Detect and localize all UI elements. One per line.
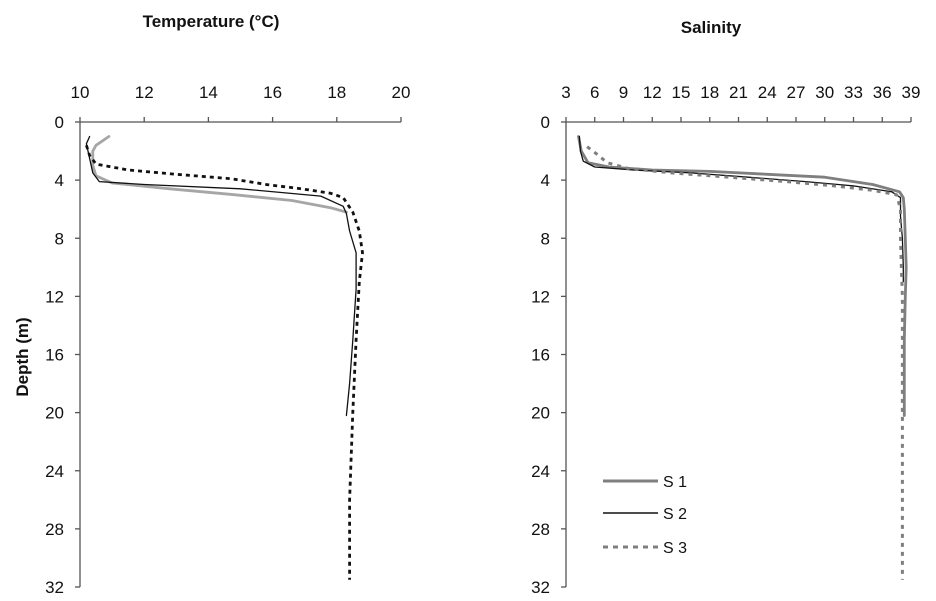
salinity-x-tick-label: 27	[787, 83, 806, 102]
temperature-x-ticks: 10 12 14 16 18 20	[71, 83, 411, 122]
salinity-x-tick-label: 6	[590, 83, 599, 102]
temperature-x-tick-label: 20	[392, 83, 411, 102]
legend-entry-s1: S 1	[603, 474, 687, 491]
temperature-y-tick-label: 8	[55, 229, 64, 248]
salinity-x-tick-label: 9	[619, 83, 628, 102]
temperature-y-ticks: 0 4 8 12 16 20 24 28 32	[45, 113, 80, 597]
salinity-series-2-line	[579, 137, 903, 282]
temperature-x-tick-label: 12	[135, 83, 154, 102]
temperature-y-tick-label: 12	[45, 287, 64, 306]
salinity-y-tick-label: 20	[531, 404, 550, 423]
temperature-y-tick-label: 0	[55, 113, 64, 132]
legend-label-s3: S 3	[663, 540, 687, 557]
salinity-x-tick-label: 39	[902, 83, 921, 102]
salinity-x-tick-label: 21	[729, 83, 748, 102]
salinity-y-tick-label: 8	[541, 229, 550, 248]
salinity-y-tick-label: 12	[531, 287, 550, 306]
salinity-panel-title: Salinity	[681, 18, 742, 37]
legend-label-s2: S 2	[663, 506, 687, 523]
salinity-x-tick-label: 3	[561, 83, 570, 102]
temperature-y-tick-label: 28	[45, 520, 64, 539]
salinity-x-tick-label: 15	[672, 83, 691, 102]
salinity-series-3-line	[587, 147, 902, 580]
salinity-y-tick-label: 24	[531, 462, 550, 481]
temperature-series-1-line	[93, 137, 347, 213]
salinity-y-ticks: 0 4 8 12 16 20 24 28 32	[531, 113, 566, 597]
temperature-x-tick-label: 18	[327, 83, 346, 102]
legend: S 1 S 2 S 3	[603, 474, 687, 557]
salinity-x-tick-label: 24	[758, 83, 777, 102]
temperature-y-tick-label: 20	[45, 404, 64, 423]
salinity-y-tick-label: 28	[531, 520, 550, 539]
salinity-panel: Salinity 3 6 9 12 15 18 21 24 27 30 33 36 39 0481216…	[531, 18, 920, 597]
salinity-y-tick-label: 0	[541, 113, 550, 132]
salinity-x-tick-label: 33	[844, 83, 863, 102]
legend-label-s1: S 1	[663, 474, 687, 491]
temperature-x-tick-label: 10	[71, 83, 90, 102]
legend-entry-s2: S 2	[603, 506, 687, 523]
temperature-y-tick-label: 24	[45, 462, 64, 481]
temperature-y-tick-label: 16	[45, 346, 64, 365]
salinity-x-tick-label: 30	[815, 83, 834, 102]
temperature-y-tick-label: 32	[45, 578, 64, 597]
temperature-panel-title: Temperature (°C)	[143, 12, 280, 31]
legend-entry-s3: S 3	[603, 540, 687, 557]
temperature-x-tick-label: 16	[263, 83, 282, 102]
salinity-x-tick-label: 18	[700, 83, 719, 102]
salinity-x-ticks: 3 6 9 12 15 18 21 24 27 30 33 36 39	[561, 83, 920, 122]
temperature-panel: Temperature (°C) Depth (m) 10 12 14 16 18 20 …	[13, 12, 410, 597]
salinity-x-tick-label: 12	[643, 83, 662, 102]
depth-axis-title: Depth (m)	[13, 317, 32, 396]
temperature-series	[86, 137, 362, 580]
salinity-x-tick-label: 36	[873, 83, 892, 102]
salinity-y-tick-label: 4	[541, 171, 550, 190]
salinity-y-tick-label: 32	[531, 578, 550, 597]
temperature-x-tick-label: 14	[199, 83, 218, 102]
temperature-series-3-line	[86, 145, 362, 579]
salinity-y-tick-label: 16	[531, 346, 550, 365]
temperature-y-tick-label: 4	[55, 171, 64, 190]
